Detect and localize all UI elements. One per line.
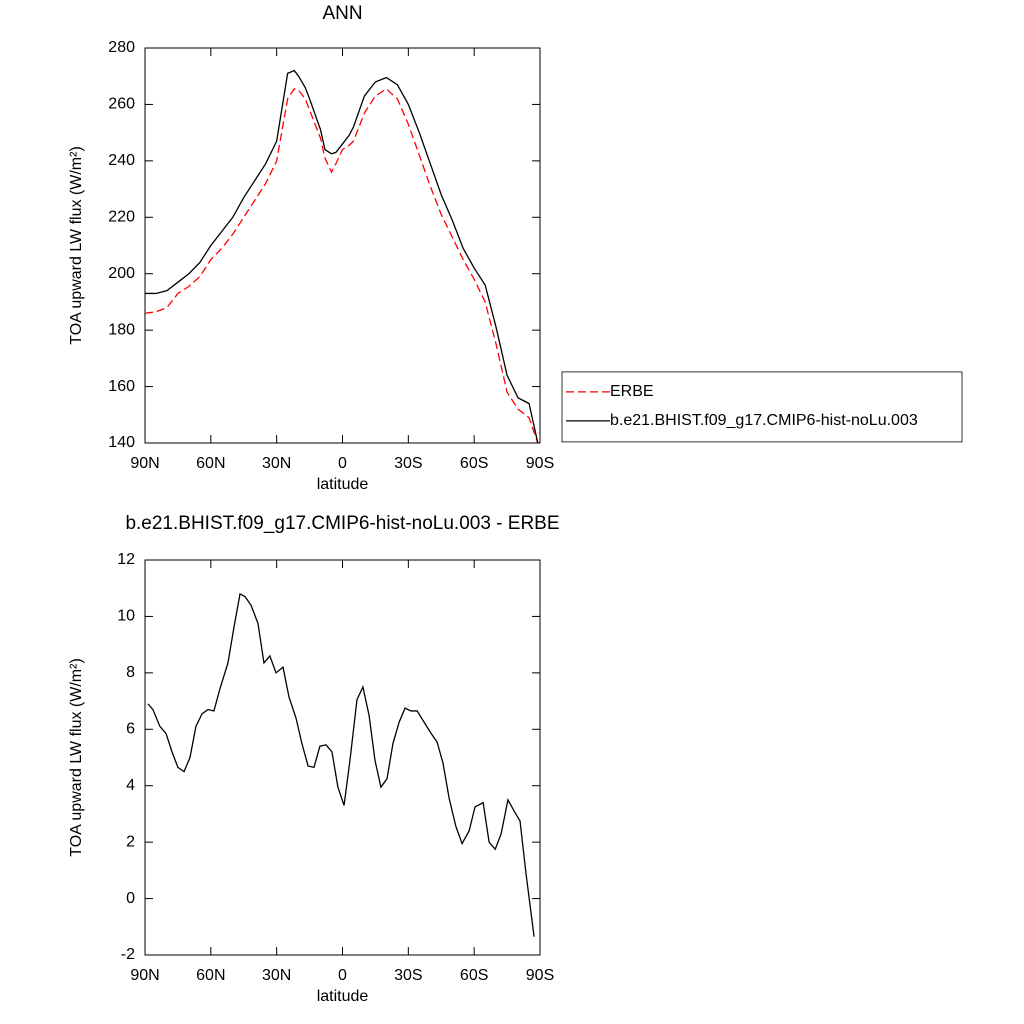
y-tick-label: 10	[117, 608, 135, 625]
chart-title: ANN	[322, 3, 362, 24]
chart: ANN 90N 60N 30N 0 30S 60S 90S 140 160 180 200 220 240…	[68, 3, 963, 493]
x-tick-label: 90S	[526, 455, 554, 472]
y-tick-label: 0	[126, 890, 135, 907]
y-tick-label: 240	[108, 152, 135, 169]
x-axis-label: latitude	[317, 476, 369, 493]
x-tick-label: 0	[338, 455, 347, 472]
x-tick-label: 60S	[460, 967, 488, 984]
data-line	[147, 592, 535, 937]
x-tick-label: 60S	[460, 455, 488, 472]
x-tick-label: 30N	[262, 967, 291, 984]
y-tick-label: 180	[108, 321, 135, 338]
chart-title: b.e21.BHIST.f09_g17.CMIP6-hist-noLu.003 …	[125, 513, 559, 534]
y-tick-label: 4	[126, 777, 135, 794]
y-tick-label: -2	[121, 946, 135, 963]
x-tick-label: 60N	[196, 455, 225, 472]
x-tick-label: 90S	[526, 967, 554, 984]
data-line	[145, 69, 539, 444]
y-tick-label: 200	[108, 265, 135, 282]
y-tick-label: 260	[108, 96, 135, 113]
y-tick-label: 160	[108, 378, 135, 395]
chart: b.e21.BHIST.f09_g17.CMIP6-hist-noLu.003 …	[68, 513, 559, 1005]
y-axis-label: TOA upward LW flux (W/m²)	[68, 658, 85, 857]
data-line	[144, 88, 539, 444]
x-tick-label: 30S	[394, 455, 422, 472]
legend-label: b.e21.BHIST.f09_g17.CMIP6-hist-noLu.003	[610, 412, 918, 429]
y-tick-label: 220	[108, 209, 135, 226]
plot-frame	[144, 47, 541, 444]
y-axis-label: TOA upward LW flux (W/m²)	[68, 146, 85, 345]
legend-label: ERBE	[610, 383, 654, 400]
y-tick-label: 12	[117, 551, 135, 568]
y-tick-label: 2	[126, 833, 135, 850]
y-tick-label: 280	[108, 39, 135, 56]
x-tick-label: 30N	[262, 455, 291, 472]
x-tick-label: 30S	[394, 967, 422, 984]
x-tick-label: 90N	[130, 967, 159, 984]
x-tick-label: 60N	[196, 967, 225, 984]
legend-box	[561, 371, 963, 443]
y-tick-label: 8	[126, 664, 135, 681]
plot-frame	[144, 559, 541, 956]
y-tick-label: 140	[108, 434, 135, 451]
x-tick-label: 0	[338, 967, 347, 984]
x-tick-label: 90N	[130, 455, 159, 472]
x-axis-label: latitude	[317, 988, 369, 1005]
y-tick-label: 6	[126, 721, 135, 738]
